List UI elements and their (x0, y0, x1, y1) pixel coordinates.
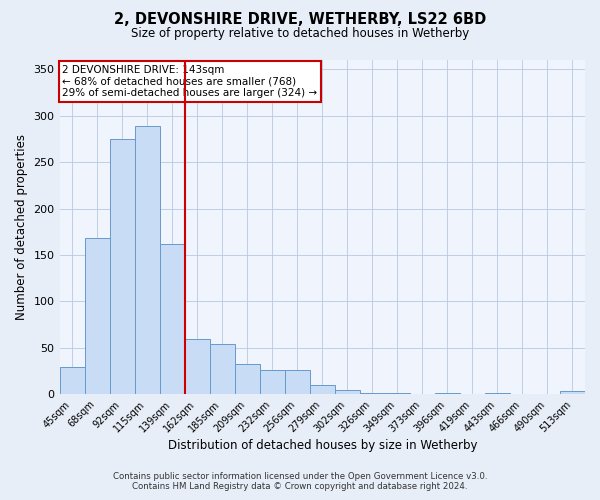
Bar (260, 370, 285, 394)
Bar (485, 393, 510, 394)
Bar (235, 364, 260, 394)
Text: 2 DEVONSHIRE DRIVE: 143sqm
← 68% of detached houses are smaller (768)
29% of sem: 2 DEVONSHIRE DRIVE: 143sqm ← 68% of deta… (62, 65, 317, 98)
Bar (335, 390, 360, 394)
Bar (385, 393, 410, 394)
Bar (134, 126, 160, 394)
Bar (185, 340, 209, 394)
Bar (435, 393, 460, 394)
Bar (360, 393, 385, 394)
Bar (209, 344, 235, 394)
Text: Contains HM Land Registry data © Crown copyright and database right 2024.: Contains HM Land Registry data © Crown c… (132, 482, 468, 491)
Bar (560, 392, 585, 394)
Bar (110, 139, 134, 394)
Text: Contains public sector information licensed under the Open Government Licence v3: Contains public sector information licen… (113, 472, 487, 481)
Bar (285, 370, 310, 394)
Bar (59, 368, 85, 394)
Bar (160, 244, 185, 394)
Text: 2, DEVONSHIRE DRIVE, WETHERBY, LS22 6BD: 2, DEVONSHIRE DRIVE, WETHERBY, LS22 6BD (114, 12, 486, 28)
Bar (85, 238, 110, 394)
Bar (310, 385, 335, 394)
X-axis label: Distribution of detached houses by size in Wetherby: Distribution of detached houses by size … (167, 440, 477, 452)
Text: Size of property relative to detached houses in Wetherby: Size of property relative to detached ho… (131, 28, 469, 40)
Y-axis label: Number of detached properties: Number of detached properties (15, 134, 28, 320)
